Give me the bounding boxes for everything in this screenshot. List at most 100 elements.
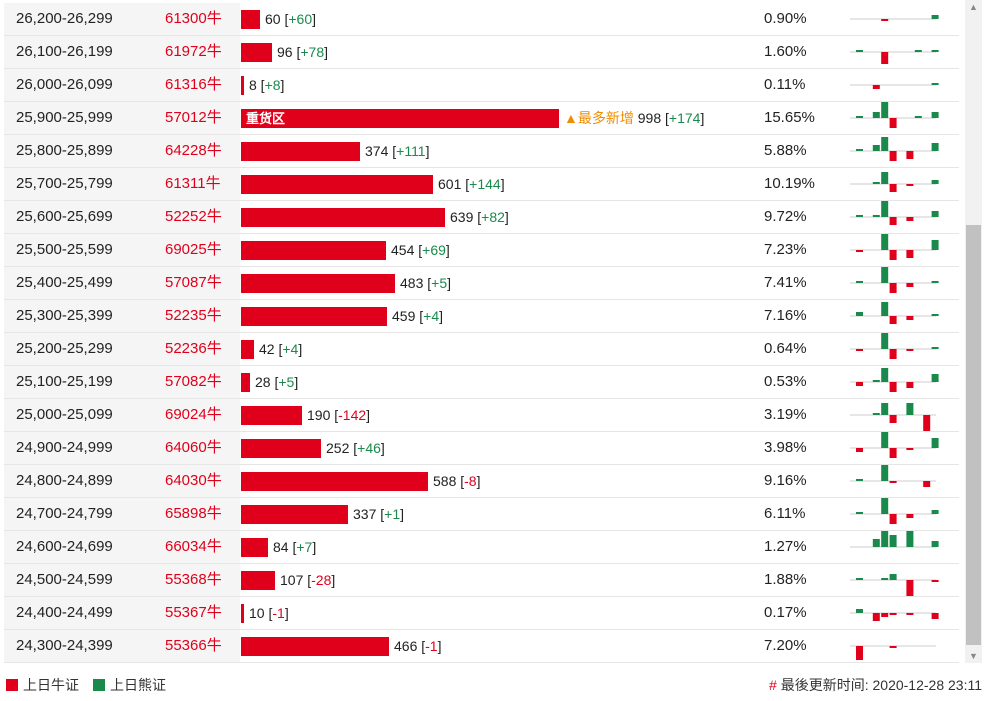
quantity-change: -8 [464,473,477,489]
heavy-zone-label: 重货区 [246,111,286,126]
sparkline-bar [906,403,914,415]
sparkline-bar [906,613,914,615]
percentage: 7.41% [764,274,807,291]
sparkline-bar [931,374,939,382]
warrant-code-link[interactable]: 64030牛 [151,465,240,497]
warrant-code-link[interactable]: 66034牛 [151,531,240,563]
sparkline-bar [889,349,897,359]
warrant-code-link[interactable]: 69024牛 [151,399,240,431]
warrant-code-link[interactable]: 57087牛 [151,267,240,299]
table-row[interactable]: 26,200-26,299 61300牛 60 [+60] 0.90% [4,3,959,36]
table-row[interactable]: 25,600-25,699 52252牛 639 [+82] 9.72% [4,201,959,234]
sparkline [846,102,941,134]
table-row[interactable]: 24,400-24,499 55367牛 10 [-1] 0.17% [4,597,959,630]
vertical-scrollbar[interactable]: ▲ ▼ [965,0,982,663]
table-row[interactable]: 24,900-24,999 64060牛 252 [+46] 3.98% [4,432,959,465]
table-row[interactable]: 25,700-25,799 61311牛 601 [+144] 10.19% [4,168,959,201]
quantity-value: 84 [273,539,289,555]
warrant-code-link[interactable]: 61300牛 [151,3,240,35]
table-row[interactable]: 25,900-25,999 57012牛 重货区 ▲最多新增 998 [+174] 15… [4,102,959,135]
percentage: 9.16% [764,472,807,489]
warrant-code-link[interactable]: 61311牛 [151,168,240,200]
quantity-bar [241,340,254,359]
bull-legend-swatch [6,679,18,691]
quantity-bar [241,538,268,557]
price-range: 25,000-25,099 [4,399,151,431]
table-row[interactable]: 26,100-26,199 61972牛 96 [+78] 1.60% [4,36,959,69]
table-row[interactable]: 24,300-24,399 55366牛 466 [-1] 7.20% [4,630,959,663]
sparkline [846,333,941,365]
warrant-code-link[interactable]: 52236牛 [151,333,240,365]
sparkline-bar [872,112,880,118]
percentage: 6.11% [764,505,806,522]
sparkline-bar [914,50,922,52]
warrant-code-link[interactable]: 64060牛 [151,432,240,464]
sparkline [846,531,941,563]
table-row[interactable]: 25,800-25,899 64228牛 374 [+111] 5.88% [4,135,959,168]
sparkline [846,3,941,35]
warrant-code-link[interactable]: 64228牛 [151,135,240,167]
quantity-value: 337 [353,506,377,522]
scroll-thumb[interactable] [966,225,981,645]
quantity-change: -1 [272,605,285,621]
price-range: 26,000-26,099 [4,69,151,101]
sparkline-bar [889,283,897,293]
warrant-code-link[interactable]: 61316牛 [151,69,240,101]
percentage: 0.90% [764,10,807,27]
warrant-code-link[interactable]: 61972牛 [151,36,240,68]
quantity-bar [241,43,272,62]
warrant-code-link[interactable]: 57012牛 [151,102,240,134]
sparkline-bar [906,514,914,518]
scroll-down-arrow-icon[interactable]: ▼ [969,651,978,661]
quantity-bar-cell: 454 [+69] [240,234,760,266]
table-row[interactable]: 26,000-26,099 61316牛 8 [+8] 0.11% [4,69,959,102]
warrant-code-link[interactable]: 52235牛 [151,300,240,332]
warrant-code-link[interactable]: 69025牛 [151,234,240,266]
sparkline [846,135,941,167]
warrant-code-link[interactable]: 55367牛 [151,597,240,629]
table-row[interactable]: 24,800-24,899 64030牛 588 [-8] 9.16% [4,465,959,498]
price-range: 24,400-24,499 [4,597,151,629]
table-row[interactable]: 25,500-25,599 69025牛 454 [+69] 7.23% [4,234,959,267]
sparkline-bar [931,240,939,250]
sparkline-bar [889,535,897,547]
sparkline [846,399,941,431]
sparkline [846,432,941,464]
sparkline-bar [856,116,863,118]
table-row[interactable]: 25,300-25,399 52235牛 459 [+4] 7.16% [4,300,959,333]
sparkline-bar [889,217,897,225]
sparkline-bar [856,578,863,580]
table-row[interactable]: 24,700-24,799 65898牛 337 [+1] 6.11% [4,498,959,531]
quantity-value: 459 [392,308,416,324]
warrant-code-link[interactable]: 65898牛 [151,498,240,530]
quantity-change: +60 [288,11,313,27]
bear-legend-label: 上日熊证 [110,677,166,693]
quantity-change: +144 [469,176,501,192]
last-updated-time: 2020-12-28 23:11 [872,677,983,693]
price-range: 24,700-24,799 [4,498,151,530]
table-row[interactable]: 24,600-24,699 66034牛 84 [+7] 1.27% [4,531,959,564]
price-range: 25,700-25,799 [4,168,151,200]
quantity-value: 374 [365,143,389,159]
quantity-value: 107 [280,572,304,588]
quantity-value: 96 [277,44,293,60]
percentage: 1.88% [764,571,807,588]
sparkline-bar [906,184,914,186]
sparkline-bar [881,333,889,349]
table-row[interactable]: 25,100-25,199 57082牛 28 [+5] 0.53% [4,366,959,399]
table-row[interactable]: 25,000-25,099 69024牛 190 [-142] 3.19% [4,399,959,432]
table-row[interactable]: 25,400-25,499 57087牛 483 [+5] 7.41% [4,267,959,300]
quantity-change: +46 [357,440,381,456]
warrant-code-link[interactable]: 57082牛 [151,366,240,398]
quantity-change: +78 [300,44,325,60]
scroll-up-arrow-icon[interactable]: ▲ [969,2,978,12]
table-row[interactable]: 25,200-25,299 52236牛 42 [+4] 0.64% [4,333,959,366]
warrant-code-link[interactable]: 52252牛 [151,201,240,233]
price-range: 25,500-25,599 [4,234,151,266]
price-range: 26,200-26,299 [4,3,151,35]
quantity-bar-cell: 190 [-142] [240,399,760,431]
warrant-code-link[interactable]: 55368牛 [151,564,240,596]
percentage: 5.88% [764,142,807,159]
table-row[interactable]: 24,500-24,599 55368牛 107 [-28] 1.88% [4,564,959,597]
warrant-code-link[interactable]: 55366牛 [151,630,240,662]
